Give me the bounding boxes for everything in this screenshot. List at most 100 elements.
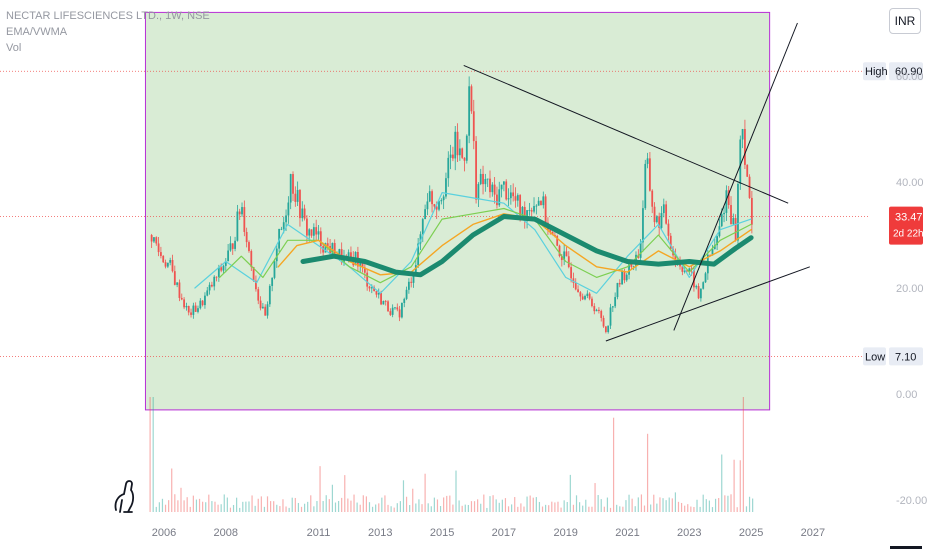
- currency-button[interactable]: INR: [889, 8, 921, 34]
- candle-body: [452, 154, 454, 159]
- volume-bar: [656, 503, 658, 512]
- volume-bar: [480, 503, 482, 512]
- candle-body: [489, 178, 491, 193]
- candle-body: [669, 235, 672, 249]
- candle-body: [737, 183, 739, 241]
- candle-body: [744, 129, 746, 165]
- level-label-name: High: [865, 66, 888, 78]
- candle-body: [484, 179, 487, 185]
- candle-body: [572, 278, 575, 283]
- volume-bar: [718, 498, 720, 512]
- candle-body: [646, 158, 649, 164]
- logo-path: [114, 480, 135, 513]
- candle-body: [542, 196, 545, 206]
- candle-body: [296, 190, 299, 202]
- volume-bar: [554, 502, 556, 512]
- candle-body: [716, 236, 719, 246]
- volume-bar: [446, 495, 448, 512]
- volume-bar: [378, 503, 380, 512]
- candle-body: [602, 317, 605, 327]
- x-tick-label: 2023: [677, 527, 701, 539]
- volume-bar: [195, 499, 198, 512]
- level-label-box: [863, 62, 886, 81]
- volume-bar: [748, 496, 751, 512]
- candle-body: [565, 251, 568, 257]
- candle-body: [350, 252, 352, 258]
- candle-body: [391, 307, 394, 315]
- volume-bar: [427, 503, 429, 512]
- candle-body: [173, 271, 176, 285]
- volume-bar: [566, 501, 568, 512]
- candle-body: [403, 298, 406, 303]
- volume-bar: [690, 506, 692, 512]
- volume-bar: [208, 494, 210, 512]
- candle-body: [523, 206, 526, 221]
- candle-body: [609, 307, 612, 326]
- volume-bar: [684, 505, 686, 512]
- candle-body: [730, 205, 732, 225]
- volume-bar: [563, 500, 565, 512]
- candle-body: [187, 306, 190, 313]
- candle-body: [412, 274, 415, 283]
- candle-body: [493, 184, 496, 195]
- candle-body: [384, 301, 387, 302]
- candle-body: [482, 173, 484, 185]
- candle-body: [526, 210, 528, 221]
- y-tick-label: 60.00: [896, 71, 924, 83]
- candle-body: [503, 181, 505, 185]
- candle-body: [245, 231, 248, 243]
- volume-bar: [597, 495, 599, 512]
- volume-bar: [702, 494, 704, 512]
- volume-bar: [251, 495, 253, 512]
- indicator-volume[interactable]: Vol: [6, 42, 22, 54]
- candle-body: [234, 240, 236, 249]
- candle-body: [723, 212, 725, 215]
- candle-body: [282, 222, 285, 229]
- candle-body: [401, 302, 403, 318]
- symbol-title[interactable]: NECTAR LIFESCIENCES LTD., 1W, NSE: [6, 10, 210, 22]
- candle-body: [697, 286, 700, 299]
- volume-bar: [285, 506, 287, 512]
- time-scale-handle[interactable]: [890, 546, 922, 549]
- indicator-ema-vwma[interactable]: EMA/VWMA: [6, 26, 68, 38]
- volume-bar: [572, 504, 575, 512]
- candle-body: [665, 204, 668, 224]
- candle-body: [655, 216, 658, 223]
- candle-body: [732, 218, 735, 225]
- candle-body: [153, 237, 155, 242]
- volume-bar: [186, 497, 188, 512]
- volume-bar: [545, 504, 547, 512]
- volume-bar: [680, 502, 683, 512]
- volume-bar: [489, 496, 491, 512]
- volume-bar: [433, 497, 435, 512]
- candle-body: [649, 158, 651, 191]
- volume-bar: [405, 496, 408, 512]
- candle-body: [433, 204, 436, 207]
- volume-bar: [507, 506, 510, 512]
- candle-body: [268, 285, 271, 305]
- candle-body: [220, 267, 223, 271]
- candle-body: [498, 189, 501, 206]
- volume-bar: [569, 474, 571, 512]
- volume-bar: [517, 506, 519, 512]
- candle-body: [512, 192, 515, 197]
- volume-bar: [214, 501, 216, 512]
- ema-cyan-line: [194, 192, 752, 294]
- level-label-low: Low 7.10: [863, 347, 923, 366]
- volume-bar: [752, 498, 754, 512]
- volume-bar: [449, 495, 451, 512]
- volume-bar: [464, 504, 466, 512]
- candle-body: [231, 243, 234, 249]
- candle-body: [229, 243, 232, 251]
- candle-body: [421, 219, 424, 235]
- volume-bar: [504, 498, 507, 512]
- candle-body: [264, 306, 267, 316]
- x-tick-label: 2011: [307, 527, 331, 539]
- volume-bar: [622, 506, 624, 512]
- level-label-high: High 60.90: [863, 62, 923, 81]
- volume-bar: [171, 468, 173, 512]
- candle-body: [361, 263, 364, 268]
- candle-body: [224, 261, 227, 266]
